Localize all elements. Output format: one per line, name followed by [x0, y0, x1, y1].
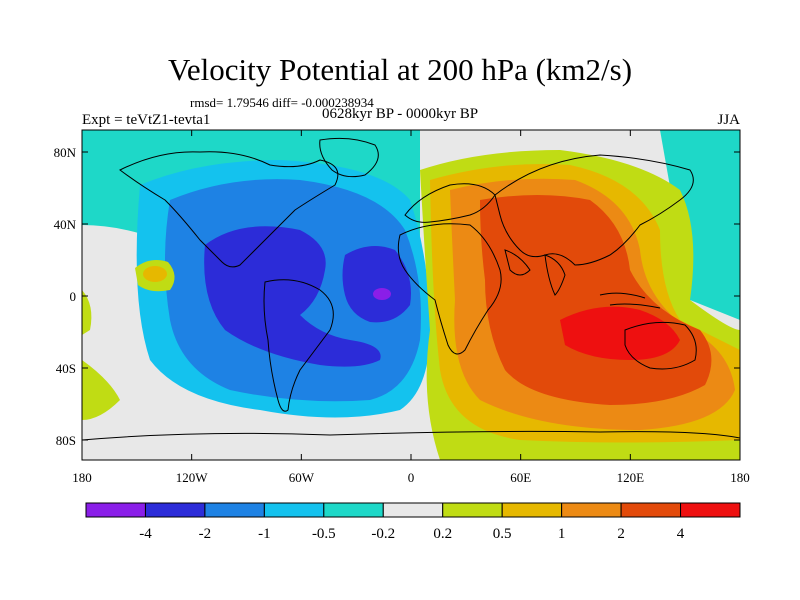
colorbar-level-label: 1 [558, 526, 566, 542]
zone-minimum [373, 288, 391, 300]
x-tick-label: 120W [176, 470, 209, 485]
colorbar-level-label: -1 [258, 526, 271, 542]
colorbar-level-label: -4 [139, 526, 152, 542]
colorbar-level-label: 4 [677, 526, 685, 542]
colorbar-swatch [85, 502, 146, 518]
period-label: 0628kyr BP - 0000kyr BP [322, 106, 479, 122]
x-tick-label: 60E [510, 470, 531, 485]
colorbar-level-label: 2 [617, 526, 625, 542]
colorbar-level-label: 0.5 [493, 526, 512, 542]
colorbar-level-label: -2 [199, 526, 212, 542]
colorbar-swatch [263, 502, 325, 518]
colorbar-swatch [620, 502, 682, 518]
x-tick-label: 0 [408, 470, 415, 485]
colorbar-swatch [382, 502, 444, 518]
colorbar-swatch [561, 502, 622, 518]
colorbar-swatch [323, 502, 384, 518]
colorbar-level-label: -0.2 [371, 526, 395, 542]
x-tick-label: 60W [289, 470, 315, 485]
rmsd-diff-stats: rmsd= 1.79546 diff= -0.000238934 [190, 95, 374, 110]
y-axis-ticks [82, 151, 740, 441]
colorbar-swatch [204, 502, 265, 518]
colorbar-level-label: -0.5 [312, 526, 336, 542]
y-tick-label: 80S [56, 433, 76, 448]
experiment-label: Expt = teVtZ1-tevta1 [82, 112, 211, 128]
colorbar-swatch [144, 502, 206, 518]
zone-strong-negative-west [204, 226, 381, 367]
zone-pacific-positive-core [143, 266, 167, 282]
colorbar-level-label: 0.2 [433, 526, 452, 542]
x-tick-label: 180 [730, 470, 750, 485]
colorbar-swatch [680, 502, 741, 518]
colorbar-labels: -4 -2 -1 -0.5 -0.2 0.2 0.5 1 2 4 [139, 526, 685, 542]
colorbar [85, 502, 741, 518]
x-axis-tick-labels: 180 120W 60W 0 60E 120E 180 [72, 470, 750, 485]
zone-strong-positive [560, 306, 680, 360]
zone-weak-negative-east [660, 130, 740, 320]
zone-weak-positive-southwest [82, 360, 120, 420]
y-axis-tick-labels: 80N 40N 0 40S 80S [54, 145, 77, 448]
plot-title: Velocity Potential at 200 hPa (km2/s) [167, 52, 633, 87]
y-tick-label: 0 [70, 289, 77, 304]
y-tick-label: 80N [54, 145, 77, 160]
x-tick-label: 180 [72, 470, 92, 485]
y-tick-label: 40S [56, 361, 76, 376]
x-tick-label: 120E [617, 470, 645, 485]
colorbar-swatch [501, 502, 563, 518]
y-tick-label: 40N [54, 217, 77, 232]
season-label: JJA [717, 112, 740, 128]
coastlines [82, 137, 740, 441]
zone-weak-positive-west [82, 290, 92, 335]
colorbar-swatch [442, 502, 503, 518]
zone-strong-negative-atlantic [342, 246, 411, 323]
x-axis-ticks [81, 130, 741, 460]
